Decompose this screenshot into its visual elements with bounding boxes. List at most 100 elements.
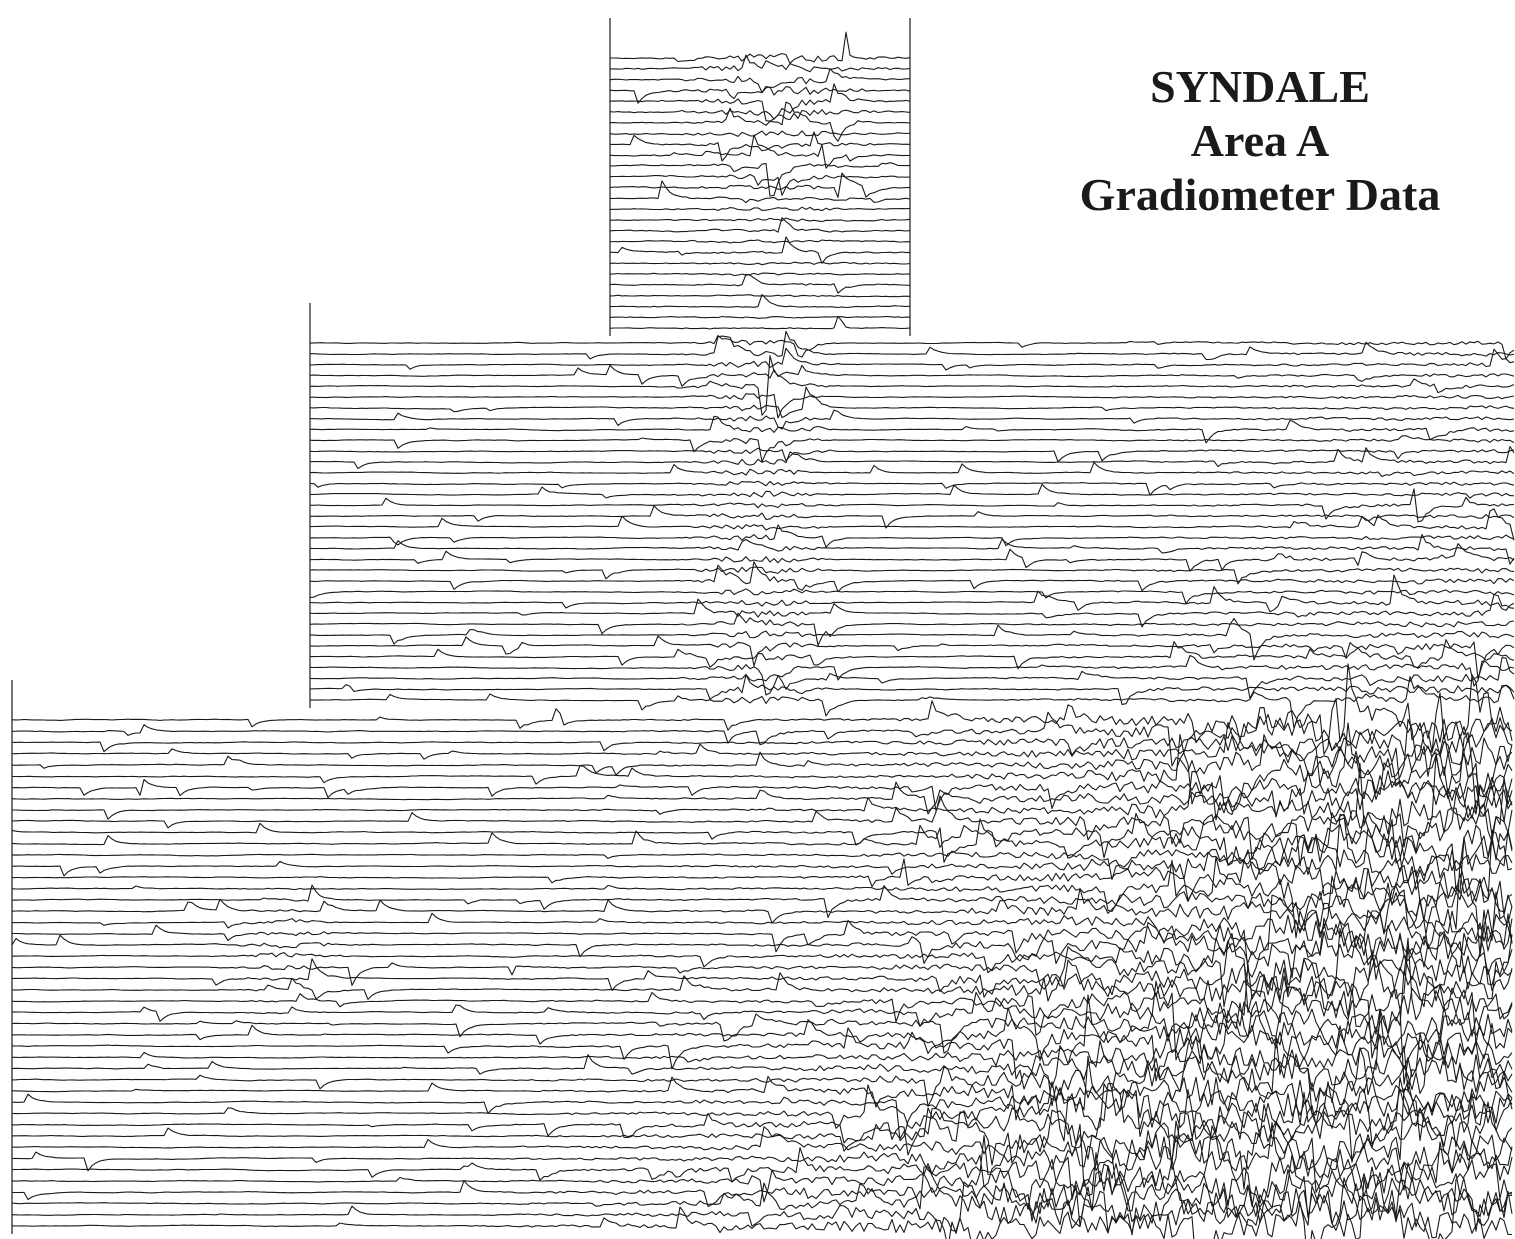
middle-trace-31 — [309, 654, 1515, 696]
bottom-trace-43 — [11, 1152, 1513, 1232]
top-trace-1 — [610, 31, 911, 64]
middle-trace-34 — [309, 676, 1515, 729]
bottom-trace-10 — [11, 793, 1513, 860]
bottom-trace-12 — [11, 812, 1513, 879]
bottom-trace-31 — [12, 1032, 1513, 1096]
top-trace-17 — [609, 217, 911, 233]
bottom-trace-9 — [12, 754, 1513, 843]
bottom-trace-34 — [12, 1070, 1513, 1142]
bottom-trace-39 — [11, 1088, 1513, 1193]
bottom-trace-11 — [11, 782, 1513, 867]
traces-bottom-block — [11, 663, 1513, 1239]
middle-trace-10 — [309, 435, 1515, 463]
bottom-trace-26 — [11, 963, 1513, 1045]
middle-trace-19 — [309, 524, 1515, 548]
top-trace-12 — [609, 173, 911, 196]
middle-trace-17 — [310, 505, 1515, 529]
bottom-trace-2 — [11, 707, 1513, 767]
bottom-trace-32 — [11, 1009, 1513, 1125]
bottom-trace-19 — [11, 875, 1513, 950]
bottom-trace-3 — [11, 723, 1513, 758]
middle-trace-4 — [309, 364, 1515, 387]
top-trace-4 — [609, 86, 911, 104]
bottom-trace-15 — [11, 829, 1513, 908]
middle-trace-2 — [310, 330, 1515, 361]
bottom-trace-25 — [11, 946, 1513, 1002]
bottom-trace-27 — [11, 970, 1513, 1061]
bottom-trace-14 — [12, 813, 1513, 880]
top-trace-11 — [609, 162, 910, 197]
middle-trace-25 — [309, 574, 1515, 613]
traces-top-block — [609, 18, 911, 336]
middle-trace-23 — [309, 561, 1515, 593]
bottom-trace-5 — [11, 734, 1513, 817]
top-trace-14 — [609, 180, 911, 204]
middle-trace-24 — [309, 588, 1515, 605]
bottom-trace-33 — [11, 1027, 1513, 1107]
bottom-trace-8 — [11, 762, 1513, 818]
middle-trace-13 — [309, 461, 1515, 478]
top-trace-6 — [609, 109, 911, 121]
bottom-trace-30 — [11, 994, 1513, 1090]
top-trace-5 — [609, 83, 911, 122]
top-trace-19 — [610, 236, 911, 264]
bottom-trace-40 — [11, 1120, 1513, 1188]
bottom-trace-45 — [11, 1173, 1513, 1239]
middle-trace-20 — [309, 533, 1515, 565]
middle-trace-6 — [310, 393, 1515, 419]
top-trace-15 — [609, 206, 911, 212]
bottom-trace-1 — [11, 663, 1513, 755]
bottom-trace-41 — [11, 1141, 1513, 1227]
bottom-trace-23 — [11, 928, 1513, 1008]
middle-trace-30 — [310, 639, 1515, 670]
middle-trace-7 — [309, 386, 1515, 419]
middle-trace-1 — [309, 334, 1515, 360]
top-trace-10 — [609, 134, 911, 169]
top-trace-24 — [609, 293, 911, 309]
top-trace-2 — [610, 54, 911, 73]
top-trace-3 — [609, 68, 911, 93]
top-trace-25 — [609, 315, 911, 319]
top-trace-13 — [609, 172, 910, 198]
bottom-trace-35 — [11, 1055, 1513, 1142]
middle-trace-15 — [309, 483, 1515, 499]
top-trace-9 — [610, 131, 911, 162]
bottom-trace-21 — [11, 922, 1513, 986]
bottom-trace-28 — [11, 1008, 1513, 1085]
top-trace-18 — [609, 239, 911, 244]
top-trace-26 — [609, 315, 911, 330]
top-trace-20 — [609, 261, 911, 266]
top-trace-8 — [609, 130, 911, 137]
bottom-trace-16 — [11, 856, 1513, 939]
middle-trace-11 — [309, 447, 1515, 463]
title-line-1: SYNDALE — [1150, 61, 1370, 112]
middle-trace-22 — [309, 566, 1515, 585]
top-trace-23 — [609, 294, 911, 298]
bottom-trace-46 — [11, 1176, 1512, 1239]
middle-trace-3 — [309, 347, 1515, 371]
top-trace-22 — [609, 273, 911, 294]
title-line-2: Area A — [1190, 115, 1330, 166]
middle-trace-21 — [309, 543, 1515, 572]
middle-trace-32 — [309, 657, 1515, 699]
bottom-trace-18 — [11, 862, 1513, 956]
middle-trace-8 — [309, 409, 1515, 430]
bottom-trace-29 — [11, 1005, 1513, 1062]
top-trace-16 — [610, 217, 911, 223]
bottom-trace-6 — [11, 718, 1513, 814]
bottom-trace-7 — [11, 770, 1513, 821]
bottom-trace-22 — [11, 909, 1513, 979]
bottom-trace-24 — [11, 932, 1513, 1021]
middle-trace-5 — [309, 355, 1515, 416]
traces-middle-block — [309, 303, 1515, 729]
top-trace-21 — [609, 272, 911, 277]
bottom-trace-20 — [12, 891, 1513, 978]
middle-trace-33 — [309, 674, 1515, 705]
chart-title: SYNDALE Area A Gradiometer Data — [1040, 64, 1480, 226]
middle-trace-18 — [309, 508, 1515, 541]
middle-trace-26 — [309, 594, 1515, 628]
middle-trace-16 — [309, 488, 1515, 523]
bottom-trace-13 — [11, 824, 1513, 896]
middle-trace-12 — [309, 445, 1515, 470]
